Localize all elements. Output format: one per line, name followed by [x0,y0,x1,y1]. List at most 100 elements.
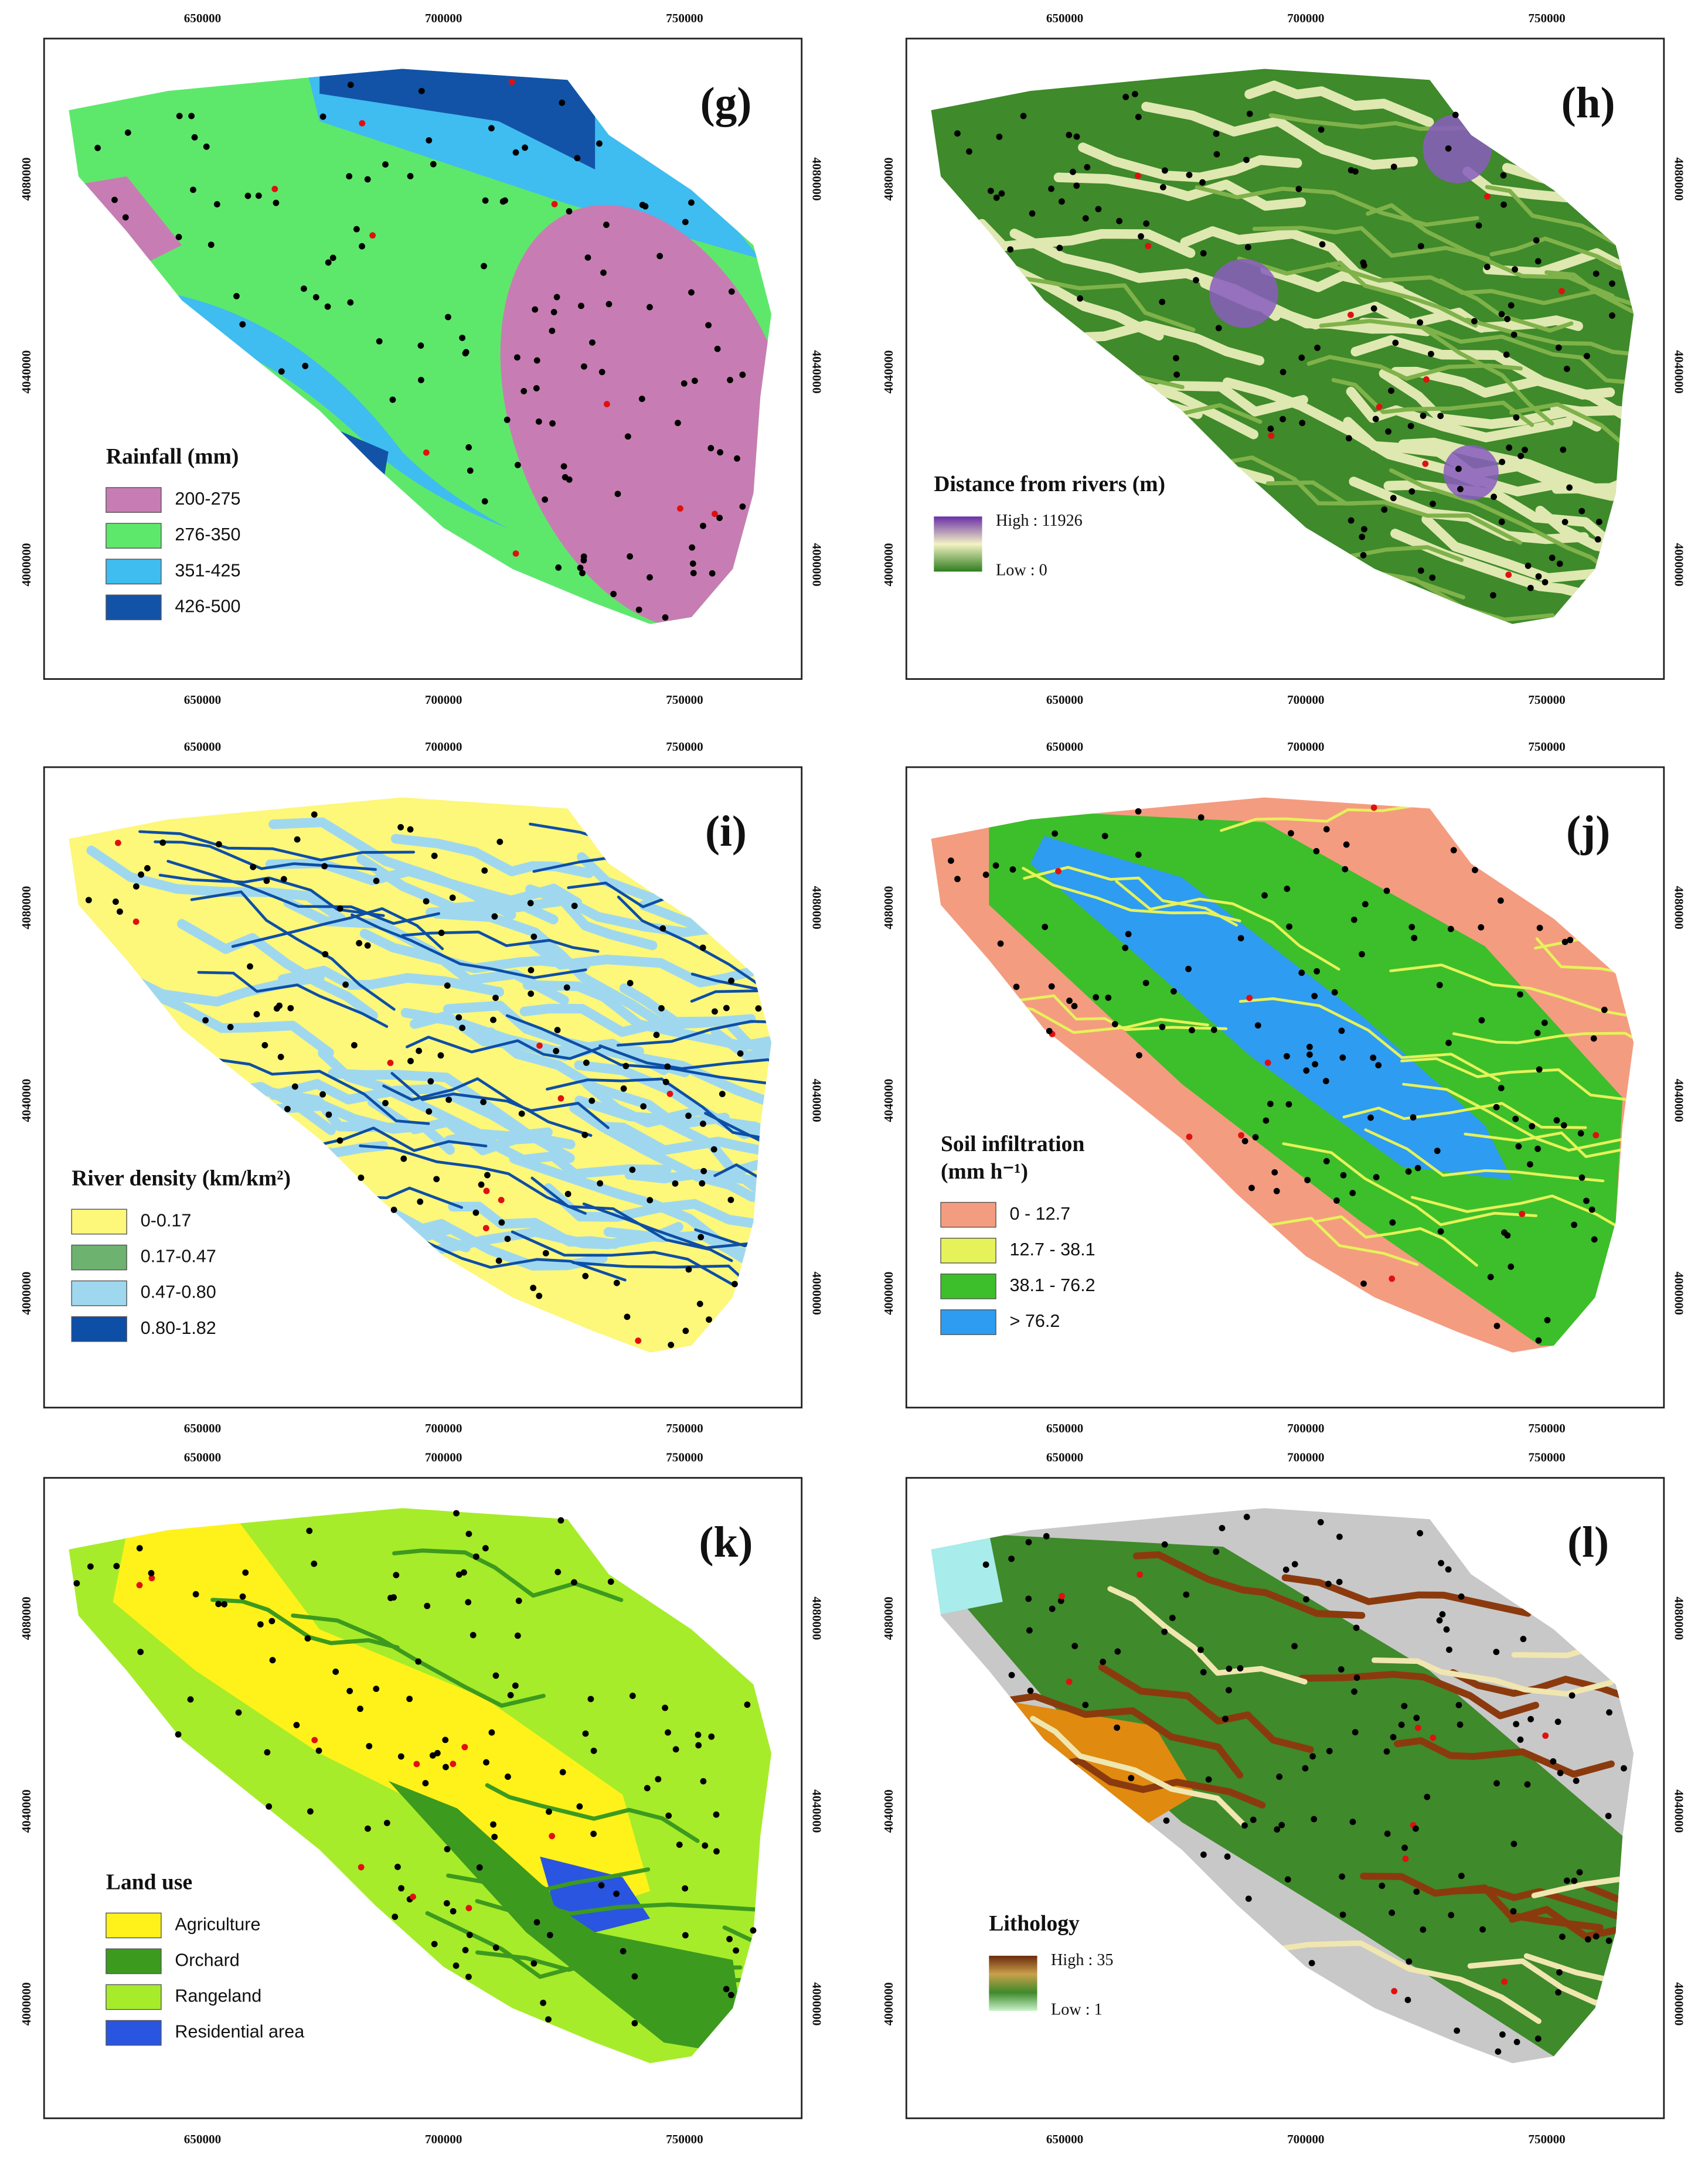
sample-point [1591,1236,1598,1243]
sample-point [427,1078,434,1085]
y-tick-label: 4040000 [882,1079,896,1122]
sample-point [1336,1533,1343,1540]
sample-point [476,1864,483,1871]
y-tick-label: 4000000 [882,1272,896,1315]
sample-point [1588,1206,1595,1213]
sample-point [1529,1123,1536,1130]
legend-label: 0.80-1.82 [141,1318,216,1338]
sample-point [491,1833,498,1840]
legend-swatch [106,487,162,513]
river [359,928,590,973]
sample-point [465,1905,472,1912]
sample-point [1199,179,1206,186]
sample-point [1306,1043,1313,1050]
sample-point [708,1733,715,1740]
river [598,1044,771,1077]
sample-point [1169,1615,1176,1621]
sample-point [1326,1748,1333,1755]
sample-point [532,306,539,313]
sample-point [1373,1174,1380,1180]
sample-point [1383,887,1390,894]
sample-point [755,1005,762,1012]
sample-point [1101,833,1108,839]
sample-point [346,173,353,180]
river [1342,1102,1587,1129]
sample-point [1428,350,1434,358]
sample-point [373,877,380,884]
river [546,1077,765,1139]
sample-point [1323,1158,1330,1165]
y-tick-label: 4080000 [19,158,33,201]
sample-point [315,1747,322,1754]
sample-point [268,1618,275,1625]
river [1195,185,1479,227]
river [1331,377,1535,427]
sample-point [1105,994,1112,1001]
sample-point [1325,1581,1332,1587]
sample-point [1205,1776,1212,1783]
sample-point [1505,571,1512,578]
sample-point [1122,94,1129,100]
sample-point [1556,1969,1563,1976]
river [1107,1586,1308,1685]
river [597,1121,771,1208]
river [1364,1128,1605,1183]
sample-point [727,376,733,383]
sample-point [336,905,343,912]
sample-point [233,292,240,299]
y-tick-label: 4000000 [882,1982,896,2025]
sample-point [1291,1643,1298,1650]
sample-point [702,1842,709,1849]
sample-point [1066,998,1073,1004]
sample-point [1261,892,1268,899]
sample-point [482,1545,489,1552]
sample-point [551,200,558,207]
y-tick-label: 4000000 [19,1982,33,2025]
sample-point [1267,1101,1274,1107]
y-tick-label: 4080000 [809,886,824,930]
sample-point [714,345,721,352]
river [1379,369,1602,432]
sample-point [597,1180,604,1187]
sample-point [598,369,605,376]
sample-point [1186,1133,1193,1141]
sample-point [443,1900,450,1907]
sample-point [1285,1101,1292,1108]
sample-point [1542,578,1549,585]
sample-point [347,81,354,88]
sample-point [491,913,498,920]
sample-point [1142,979,1149,986]
river [1023,866,1238,927]
sample-point [635,1337,642,1344]
sample-point [302,363,309,369]
river [1544,270,1634,354]
y-tick-label: 4080000 [809,1596,824,1640]
sample-point [713,1848,720,1855]
river [1220,801,1436,832]
sample-point [1402,1856,1409,1862]
river [351,913,587,979]
sample-point [584,254,591,261]
sample-point [1161,167,1168,174]
sample-point [1077,295,1084,302]
river [1277,1940,1542,2024]
sample-point [629,1166,636,1173]
sample-point [1535,258,1542,265]
zone [931,1533,1003,1616]
sample-point [445,1097,452,1103]
sample-point [528,990,535,997]
zone [961,1533,1623,2057]
river [619,983,771,1060]
sample-point [148,1575,155,1582]
river [475,1950,743,1972]
sample-point [1388,387,1394,394]
sample-point [546,1932,553,1939]
sample-point [1361,526,1367,533]
sample-point [1524,1781,1531,1788]
sample-point [1503,351,1510,358]
river [1314,1215,1478,1267]
sample-point [1498,311,1505,318]
sample-point [1043,1533,1050,1540]
sample-point [719,1091,726,1098]
sample-point [496,838,503,845]
